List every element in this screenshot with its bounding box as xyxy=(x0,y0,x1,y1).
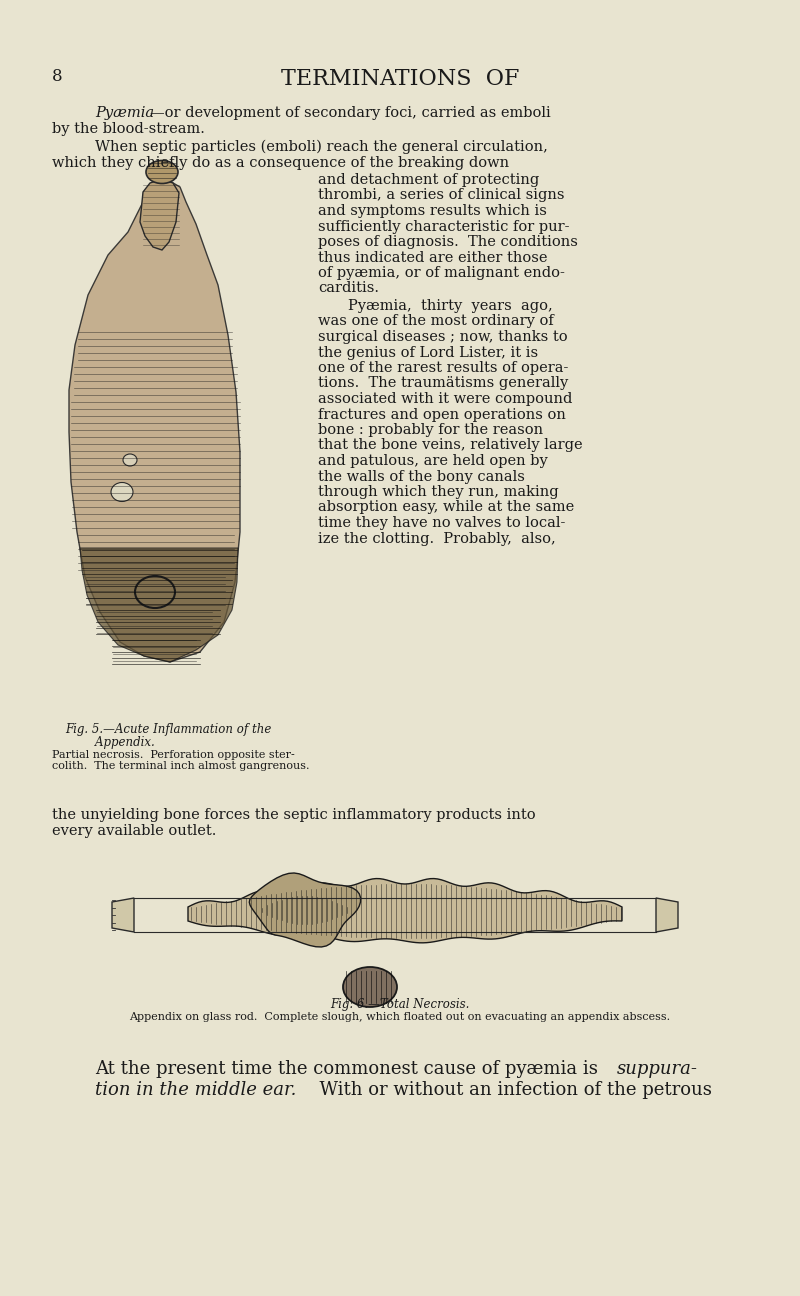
Text: At the present time the commonest cause of pyæmia is: At the present time the commonest cause … xyxy=(95,1060,604,1078)
Text: every available outlet.: every available outlet. xyxy=(52,824,216,839)
Polygon shape xyxy=(140,179,179,250)
Text: the unyielding bone forces the septic inflammatory products into: the unyielding bone forces the septic in… xyxy=(52,807,536,822)
Text: Fig. 6.—Total Necrosis.: Fig. 6.—Total Necrosis. xyxy=(330,998,470,1011)
Text: fractures and open operations on: fractures and open operations on xyxy=(318,407,566,421)
Polygon shape xyxy=(656,898,678,932)
Text: absorption easy, while at the same: absorption easy, while at the same xyxy=(318,500,574,515)
Text: Appendix on glass rod.  Complete slough, which floated out on evacuating an appe: Appendix on glass rod. Complete slough, … xyxy=(130,1012,670,1023)
Text: of pyæmia, or of malignant endo-: of pyæmia, or of malignant endo- xyxy=(318,266,565,280)
Text: bone : probably for the reason: bone : probably for the reason xyxy=(318,422,543,437)
Text: ize the clotting.  Probably,  also,: ize the clotting. Probably, also, xyxy=(318,531,556,546)
Text: was one of the most ordinary of: was one of the most ordinary of xyxy=(318,315,554,328)
Text: TERMINATIONS  OF: TERMINATIONS OF xyxy=(281,67,519,89)
Text: time they have no valves to local-: time they have no valves to local- xyxy=(318,516,566,530)
Ellipse shape xyxy=(111,482,133,502)
Text: which they chiefly do as a consequence of the breaking down: which they chiefly do as a consequence o… xyxy=(52,156,509,170)
Text: sufficiently characteristic for pur-: sufficiently characteristic for pur- xyxy=(318,219,570,233)
Text: and detachment of protecting: and detachment of protecting xyxy=(318,172,539,187)
Text: —or development of secondary foci, carried as emboli: —or development of secondary foci, carri… xyxy=(150,106,550,121)
Text: Pyæmia,  thirty  years  ago,: Pyæmia, thirty years ago, xyxy=(348,299,553,314)
Text: tions.  The traumätisms generally: tions. The traumätisms generally xyxy=(318,377,568,390)
Text: and patulous, are held open by: and patulous, are held open by xyxy=(318,454,548,468)
Text: surgical diseases ; now, thanks to: surgical diseases ; now, thanks to xyxy=(318,330,568,343)
Text: suppura-: suppura- xyxy=(617,1060,698,1078)
Ellipse shape xyxy=(123,454,137,467)
Polygon shape xyxy=(250,874,361,947)
Text: tion in the middle ear.: tion in the middle ear. xyxy=(95,1081,296,1099)
Text: and symptoms results which is: and symptoms results which is xyxy=(318,203,547,218)
Ellipse shape xyxy=(146,161,178,184)
Text: thrombi, a series of clinical signs: thrombi, a series of clinical signs xyxy=(318,188,565,202)
Polygon shape xyxy=(112,898,134,932)
Text: thus indicated are either those: thus indicated are either those xyxy=(318,250,547,264)
Text: Fig. 5.—Acute Inflammation of the: Fig. 5.—Acute Inflammation of the xyxy=(65,723,271,736)
Text: With or without an infection of the petrous: With or without an infection of the petr… xyxy=(308,1081,712,1099)
Polygon shape xyxy=(69,180,240,662)
Text: Pyæmia: Pyæmia xyxy=(95,106,154,121)
Text: When septic particles (emboli) reach the general circulation,: When septic particles (emboli) reach the… xyxy=(95,140,548,154)
Text: Partial necrosis.  Perforation opposite ster-: Partial necrosis. Perforation opposite s… xyxy=(52,750,294,759)
Text: associated with it were compound: associated with it were compound xyxy=(318,391,572,406)
Text: colith.  The terminal inch almost gangrenous.: colith. The terminal inch almost gangren… xyxy=(52,761,310,771)
Text: through which they run, making: through which they run, making xyxy=(318,485,558,499)
Polygon shape xyxy=(188,879,622,942)
Text: 8: 8 xyxy=(52,67,62,86)
Text: carditis.: carditis. xyxy=(318,281,379,295)
Text: poses of diagnosis.  The conditions: poses of diagnosis. The conditions xyxy=(318,235,578,249)
Ellipse shape xyxy=(343,967,397,1007)
Text: the genius of Lord Lister, it is: the genius of Lord Lister, it is xyxy=(318,346,538,359)
Polygon shape xyxy=(80,548,238,662)
Text: that the bone veins, relatively large: that the bone veins, relatively large xyxy=(318,438,582,452)
Text: the walls of the bony canals: the walls of the bony canals xyxy=(318,469,525,483)
Text: by the blood-stream.: by the blood-stream. xyxy=(52,122,205,136)
Text: one of the rarest results of opera-: one of the rarest results of opera- xyxy=(318,362,568,375)
Text: Appendix.: Appendix. xyxy=(65,736,154,749)
